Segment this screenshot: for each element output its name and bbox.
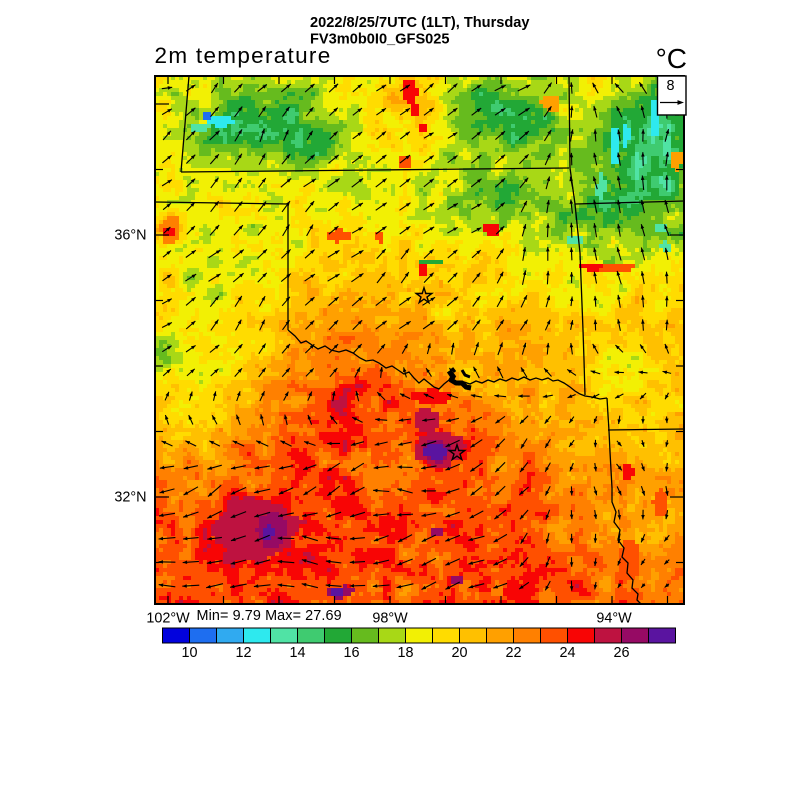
svg-text:22: 22	[505, 645, 521, 661]
svg-text:36°N: 36°N	[114, 228, 146, 244]
svg-text:94°W: 94°W	[596, 611, 632, 627]
svg-text:14: 14	[289, 645, 305, 661]
svg-text:Min= 9.79 Max= 27.69: Min= 9.79 Max= 27.69	[197, 608, 342, 624]
svg-text:20: 20	[451, 645, 467, 661]
svg-text:26: 26	[613, 645, 629, 661]
svg-text:FV3m0b0I0_GFS025: FV3m0b0I0_GFS025	[310, 32, 450, 48]
svg-text:12: 12	[235, 645, 251, 661]
svg-text:98°W: 98°W	[372, 611, 408, 627]
svg-text:2m temperature: 2m temperature	[155, 43, 332, 68]
svg-text:102°W: 102°W	[146, 611, 190, 627]
svg-text:10: 10	[181, 645, 197, 661]
svg-text:16: 16	[343, 645, 359, 661]
svg-text:8: 8	[666, 78, 674, 94]
svg-text:2022/8/25/7UTC (1LT), Thursday: 2022/8/25/7UTC (1LT), Thursday	[310, 15, 530, 31]
svg-text:24: 24	[559, 645, 575, 661]
svg-text:°C: °C	[656, 43, 687, 74]
svg-text:32°N: 32°N	[114, 490, 146, 506]
svg-text:18: 18	[397, 645, 413, 661]
